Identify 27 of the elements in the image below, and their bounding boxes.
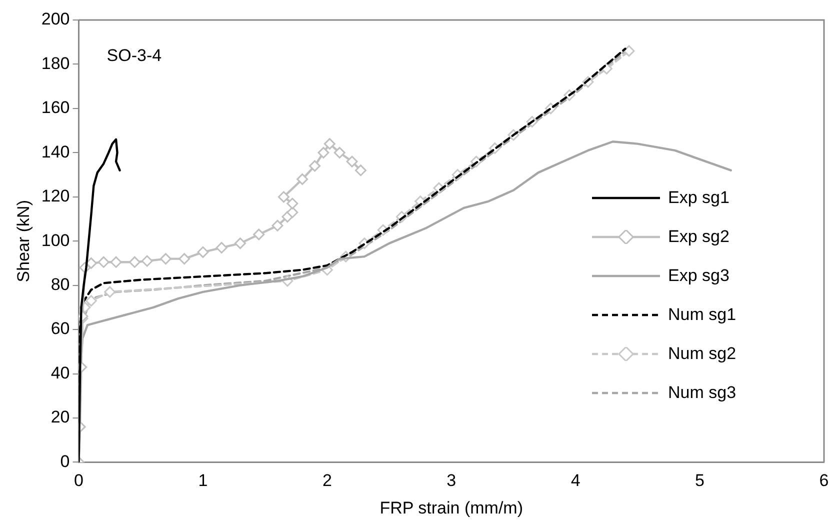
- legend-label: Exp sg3: [668, 266, 730, 286]
- x-tick-label: 0: [74, 471, 84, 490]
- y-tick-label: 0: [60, 452, 70, 471]
- y-tick-label: 180: [41, 54, 70, 73]
- legend-label: Exp sg2: [668, 226, 730, 246]
- x-axis-title: FRP strain (mm/m): [380, 498, 524, 518]
- x-tick-label: 5: [695, 471, 705, 490]
- x-tick-label: 3: [446, 471, 456, 490]
- y-tick-label: 200: [41, 10, 70, 29]
- x-tick-label: 4: [570, 471, 580, 490]
- annotation: SO-3-4: [106, 46, 162, 66]
- y-tick-label: 60: [50, 319, 70, 338]
- legend-label: Exp sg1: [668, 188, 730, 208]
- y-tick-label: 100: [41, 230, 70, 250]
- legend-label: Num sg1: [668, 304, 736, 324]
- y-tick-label: 20: [50, 408, 70, 427]
- legend-label: Num sg2: [668, 344, 736, 364]
- y-tick-label: 120: [41, 186, 70, 206]
- y-tick-label: 40: [50, 363, 70, 382]
- y-tick-label: 140: [41, 142, 70, 162]
- x-tick-label: 1: [198, 471, 208, 490]
- legend-label: Num sg3: [668, 382, 736, 402]
- x-tick-label: 6: [819, 471, 829, 490]
- y-axis-title: Shear (kN): [14, 200, 33, 282]
- y-tick-label: 160: [41, 98, 70, 118]
- y-tick-label: 80: [50, 275, 70, 294]
- x-tick-label: 2: [322, 471, 332, 490]
